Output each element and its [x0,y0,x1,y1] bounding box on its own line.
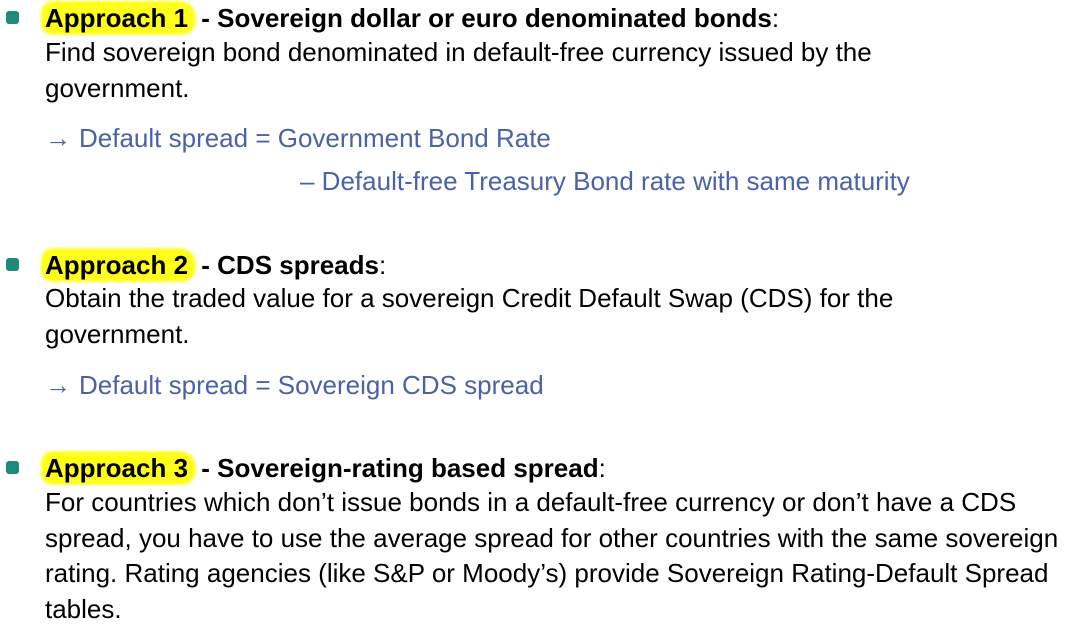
approach-1-separator: - [194,3,218,33]
approach-2-colon: : [378,250,387,280]
bullet-square-icon [6,11,19,24]
approach-3-title: Sovereign-rating based spread [217,453,599,483]
approach-1-formula-line1: → Default spread = Government Bond Rate [45,122,551,154]
approach-2-separator: - [194,250,218,280]
approach-1-description: Find sovereign bond denominated in defau… [45,37,872,103]
approach-3-description: For countries which don’t issue bonds in… [45,487,1059,624]
approach-2-label: Approach 2 [43,250,195,280]
approach-3-label: Approach 3 [43,453,195,483]
approach-1-formula-text: Default spread = Government Bond Rate [79,123,551,153]
approach-1-colon: : [771,3,780,33]
bullet-square-icon [6,461,19,474]
approach-3-heading: Approach 3 - Sovereign-rating based spre… [43,453,606,483]
arrow-right-icon: → [45,123,71,153]
approach-2-formula-text: Default spread = Sovereign CDS spread [79,370,544,400]
approach-3-colon: : [598,453,606,483]
approach-2-title: CDS spreads [217,250,379,280]
approach-2-heading: Approach 2 - CDS spreads: [43,250,387,280]
approach-2-formula-line1: → Default spread = Sovereign CDS spread [45,369,544,401]
approach-1-heading: Approach 1 - Sovereign dollar or euro de… [43,3,780,33]
approach-1-title: Sovereign dollar or euro denominated bon… [217,3,772,33]
approach-1-formula-line2: – Default-free Treasury Bond rate with s… [300,166,910,196]
arrow-right-icon: → [45,370,71,400]
approach-2-description: Obtain the traded value for a sovereign … [45,283,894,349]
approach-1-label: Approach 1 [43,3,195,33]
approach-3-separator: - [194,453,218,483]
bullet-square-icon [6,258,19,271]
